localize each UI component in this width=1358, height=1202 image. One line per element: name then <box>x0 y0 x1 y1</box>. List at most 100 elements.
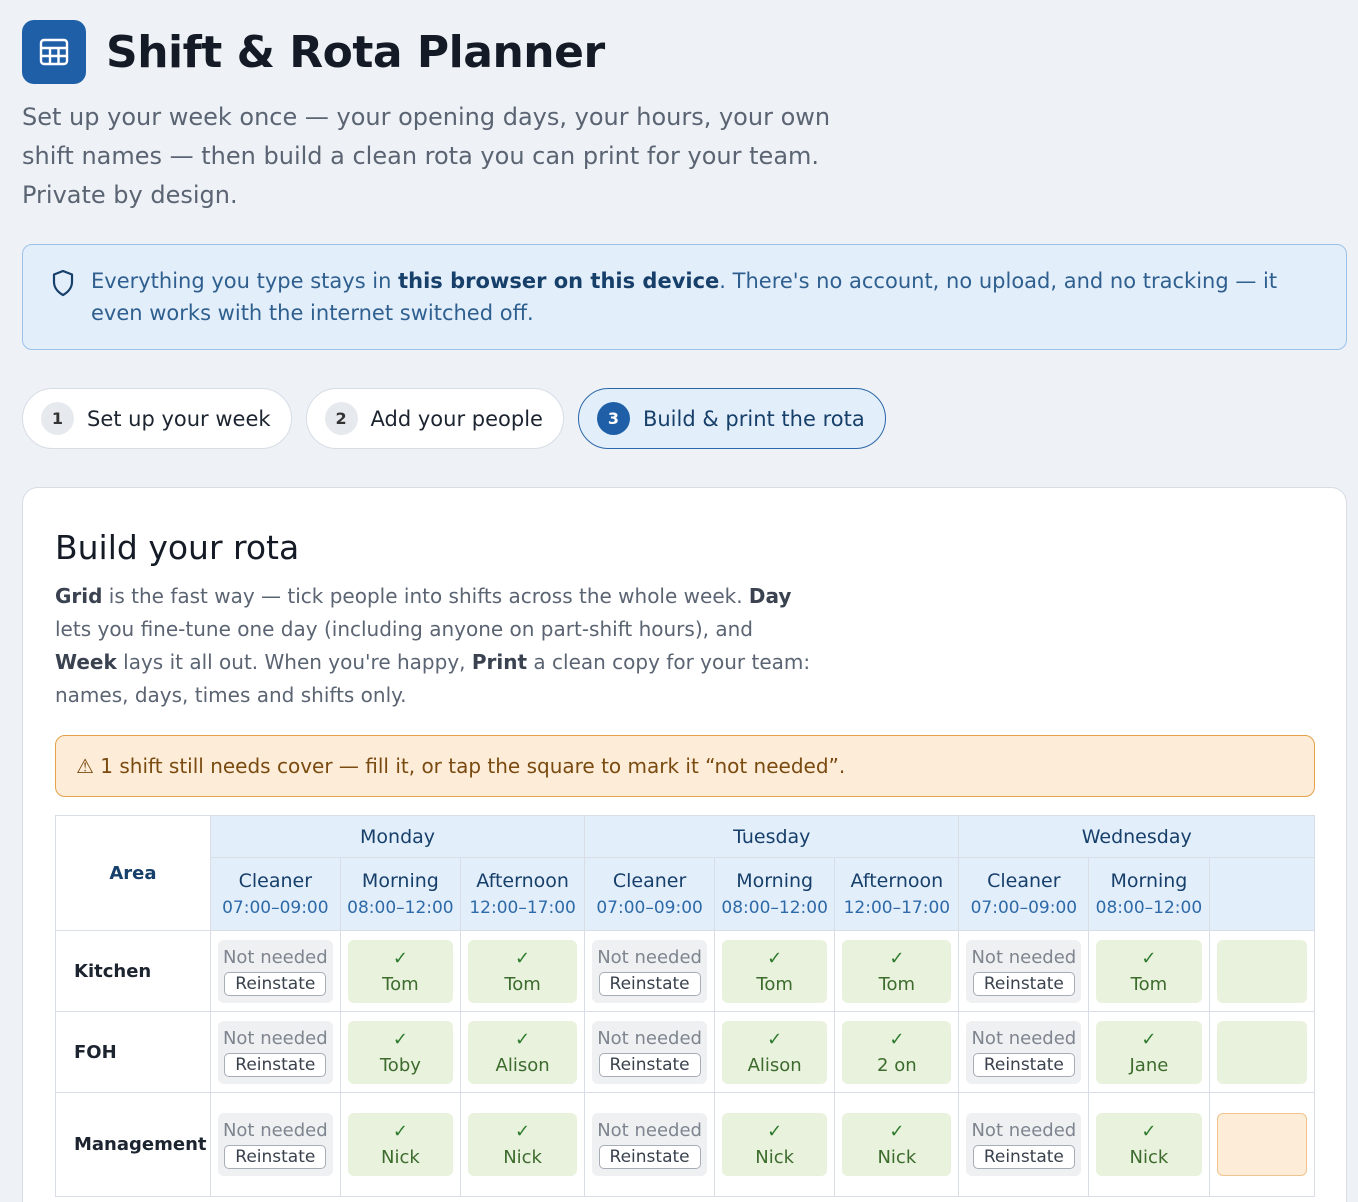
desc-text: is the fast way — tick people into shift… <box>102 584 749 608</box>
shift-cell: Not needed Reinstate <box>584 1092 716 1197</box>
check-icon: ✓ <box>1141 1121 1157 1142</box>
intro-text: Set up your week once — your opening day… <box>22 103 831 209</box>
assigned-cell[interactable]: ✓ 2 on <box>842 1020 952 1084</box>
not-needed-cell[interactable]: Not needed Reinstate <box>592 1020 708 1084</box>
assigned-cell[interactable]: ✓ Tom <box>347 939 454 1003</box>
not-needed-label: Not needed <box>222 1027 328 1049</box>
step-tab-people[interactable]: 2 Add your people <box>305 388 564 449</box>
assigned-name: Tom <box>504 973 541 995</box>
check-icon: ✓ <box>392 1121 408 1142</box>
assigned-cell[interactable]: ✓ Tom <box>722 939 828 1003</box>
shift-header-overflow <box>1208 857 1315 931</box>
assigned-cell[interactable] <box>1216 939 1307 1003</box>
shield-icon <box>51 269 75 306</box>
reinstate-button[interactable]: Reinstate <box>598 1052 701 1077</box>
area-name: Management <box>55 1092 211 1197</box>
not-needed-cell[interactable]: Not needed Reinstate <box>592 939 708 1003</box>
shift-cell: ✓ Nick <box>834 1092 960 1197</box>
reinstate-button[interactable]: Reinstate <box>224 971 327 996</box>
step-tab-build[interactable]: 3 Build & print the rota <box>577 388 886 449</box>
reinstate-button[interactable]: Reinstate <box>224 1145 327 1169</box>
shift-time: 07:00–09:00 <box>596 898 703 918</box>
shift-cell: Not needed Reinstate <box>209 930 341 1012</box>
shift-cell: ✓ Nick <box>714 1092 836 1197</box>
assigned-cell[interactable]: ✓ Tom <box>468 939 578 1003</box>
assigned-cell[interactable]: ✓ Tom <box>1096 939 1202 1003</box>
assigned-cell[interactable]: ✓ Nick <box>722 1113 828 1176</box>
notice-text-start: Everything you type stays in <box>91 269 399 293</box>
uncovered-cell[interactable] <box>1216 1113 1307 1176</box>
area-header: Area <box>55 815 211 931</box>
shift-cell: ✓ Alison <box>460 1011 586 1093</box>
not-needed-cell[interactable]: Not needed Reinstate <box>966 1113 1082 1176</box>
reinstate-button[interactable]: Reinstate <box>224 1052 327 1077</box>
assigned-name: Nick <box>1129 1147 1169 1168</box>
step-label: Build & print the rota <box>642 406 865 431</box>
assigned-cell[interactable] <box>1216 1020 1307 1084</box>
assigned-name: Nick <box>503 1147 542 1168</box>
desc-day: Day <box>748 584 792 608</box>
assigned-cell[interactable]: ✓ Alison <box>722 1020 828 1084</box>
assigned-cell[interactable]: ✓ Nick <box>842 1113 952 1176</box>
step-number: 1 <box>41 402 74 435</box>
not-needed-label: Not needed <box>597 1027 702 1049</box>
not-needed-label: Not needed <box>597 946 702 968</box>
assigned-cell[interactable]: ✓ Nick <box>1096 1113 1202 1176</box>
reinstate-button[interactable]: Reinstate <box>598 1145 701 1169</box>
assigned-name: Toby <box>379 1054 421 1076</box>
assigned-cell[interactable]: ✓ Nick <box>347 1113 454 1176</box>
reinstate-button[interactable]: Reinstate <box>972 1052 1075 1077</box>
notice-text-end: . There's no account, no upload, and no … <box>91 269 1278 325</box>
assigned-cell[interactable]: ✓ Tom <box>842 939 952 1003</box>
shift-cell: ✓ Toby <box>339 1011 462 1093</box>
day-header-monday: Monday <box>209 815 586 858</box>
step-label: Set up your week <box>87 406 271 431</box>
page-title: Shift & Rota Planner <box>106 26 605 78</box>
area-name: Kitchen <box>55 930 211 1012</box>
check-icon: ✓ <box>1141 1028 1157 1050</box>
check-icon: ✓ <box>889 1028 905 1050</box>
desc-text: lays it all out. When you're happy, <box>116 650 472 674</box>
assigned-cell[interactable]: ✓ Jane <box>1096 1020 1202 1084</box>
shift-time: 07:00–09:00 <box>970 898 1078 918</box>
desc-grid: Grid <box>55 584 103 608</box>
step-number: 3 <box>596 402 630 435</box>
check-icon: ✓ <box>515 1028 531 1050</box>
shift-cell: ✓ Nick <box>460 1092 586 1197</box>
check-icon: ✓ <box>889 1121 905 1142</box>
reinstate-button[interactable]: Reinstate <box>598 971 701 996</box>
not-needed-cell[interactable]: Not needed Reinstate <box>217 939 333 1003</box>
table-row: Management Not needed Reinstate ✓ Nick ✓ Nick N… <box>55 1092 1315 1197</box>
assigned-cell[interactable]: ✓ Nick <box>468 1113 578 1176</box>
shift-cell: Not needed Reinstate <box>958 1011 1090 1093</box>
assigned-cell[interactable]: ✓ Toby <box>347 1020 454 1084</box>
not-needed-cell[interactable]: Not needed Reinstate <box>217 1020 333 1084</box>
step-tabs: 1 Set up your week 2 Add your people 3 B… <box>22 388 886 449</box>
assigned-cell[interactable]: ✓ Alison <box>468 1020 578 1084</box>
check-icon: ✓ <box>767 947 783 969</box>
shift-cell-overflow <box>1208 1011 1315 1093</box>
assigned-name: 2 on <box>877 1054 917 1076</box>
shift-time: 07:00–09:00 <box>222 898 329 918</box>
not-needed-cell[interactable]: Not needed Reinstate <box>592 1113 708 1176</box>
shift-name: Afternoon <box>476 870 569 892</box>
assigned-name: Tom <box>1130 973 1168 995</box>
check-icon: ✓ <box>392 947 408 969</box>
desc-print: Print <box>471 650 528 674</box>
not-needed-cell[interactable]: Not needed Reinstate <box>966 1020 1082 1084</box>
step-tab-setup[interactable]: 1 Set up your week <box>22 388 292 449</box>
shift-header: Afternoon 12:00–17:00 <box>834 857 960 931</box>
reinstate-button[interactable]: Reinstate <box>972 1145 1075 1169</box>
reinstate-button[interactable]: Reinstate <box>972 971 1075 996</box>
card-description: Grid is the fast way — tick people into … <box>55 580 815 712</box>
not-needed-cell[interactable]: Not needed Reinstate <box>966 939 1082 1003</box>
shift-cell: ✓ Jane <box>1088 1011 1210 1093</box>
rota-grid[interactable]: Area Monday Tuesday Wednesday Cleaner 07:… <box>55 815 1315 1202</box>
not-needed-label: Not needed <box>971 1027 1077 1049</box>
shift-time: 08:00–12:00 <box>347 898 454 918</box>
shift-cell: ✓ 2 on <box>834 1011 960 1093</box>
area-name: FOH <box>55 1011 211 1093</box>
assigned-name: Jane <box>1129 1054 1169 1076</box>
shift-name: Morning <box>361 870 439 892</box>
not-needed-cell[interactable]: Not needed Reinstate <box>217 1113 333 1176</box>
